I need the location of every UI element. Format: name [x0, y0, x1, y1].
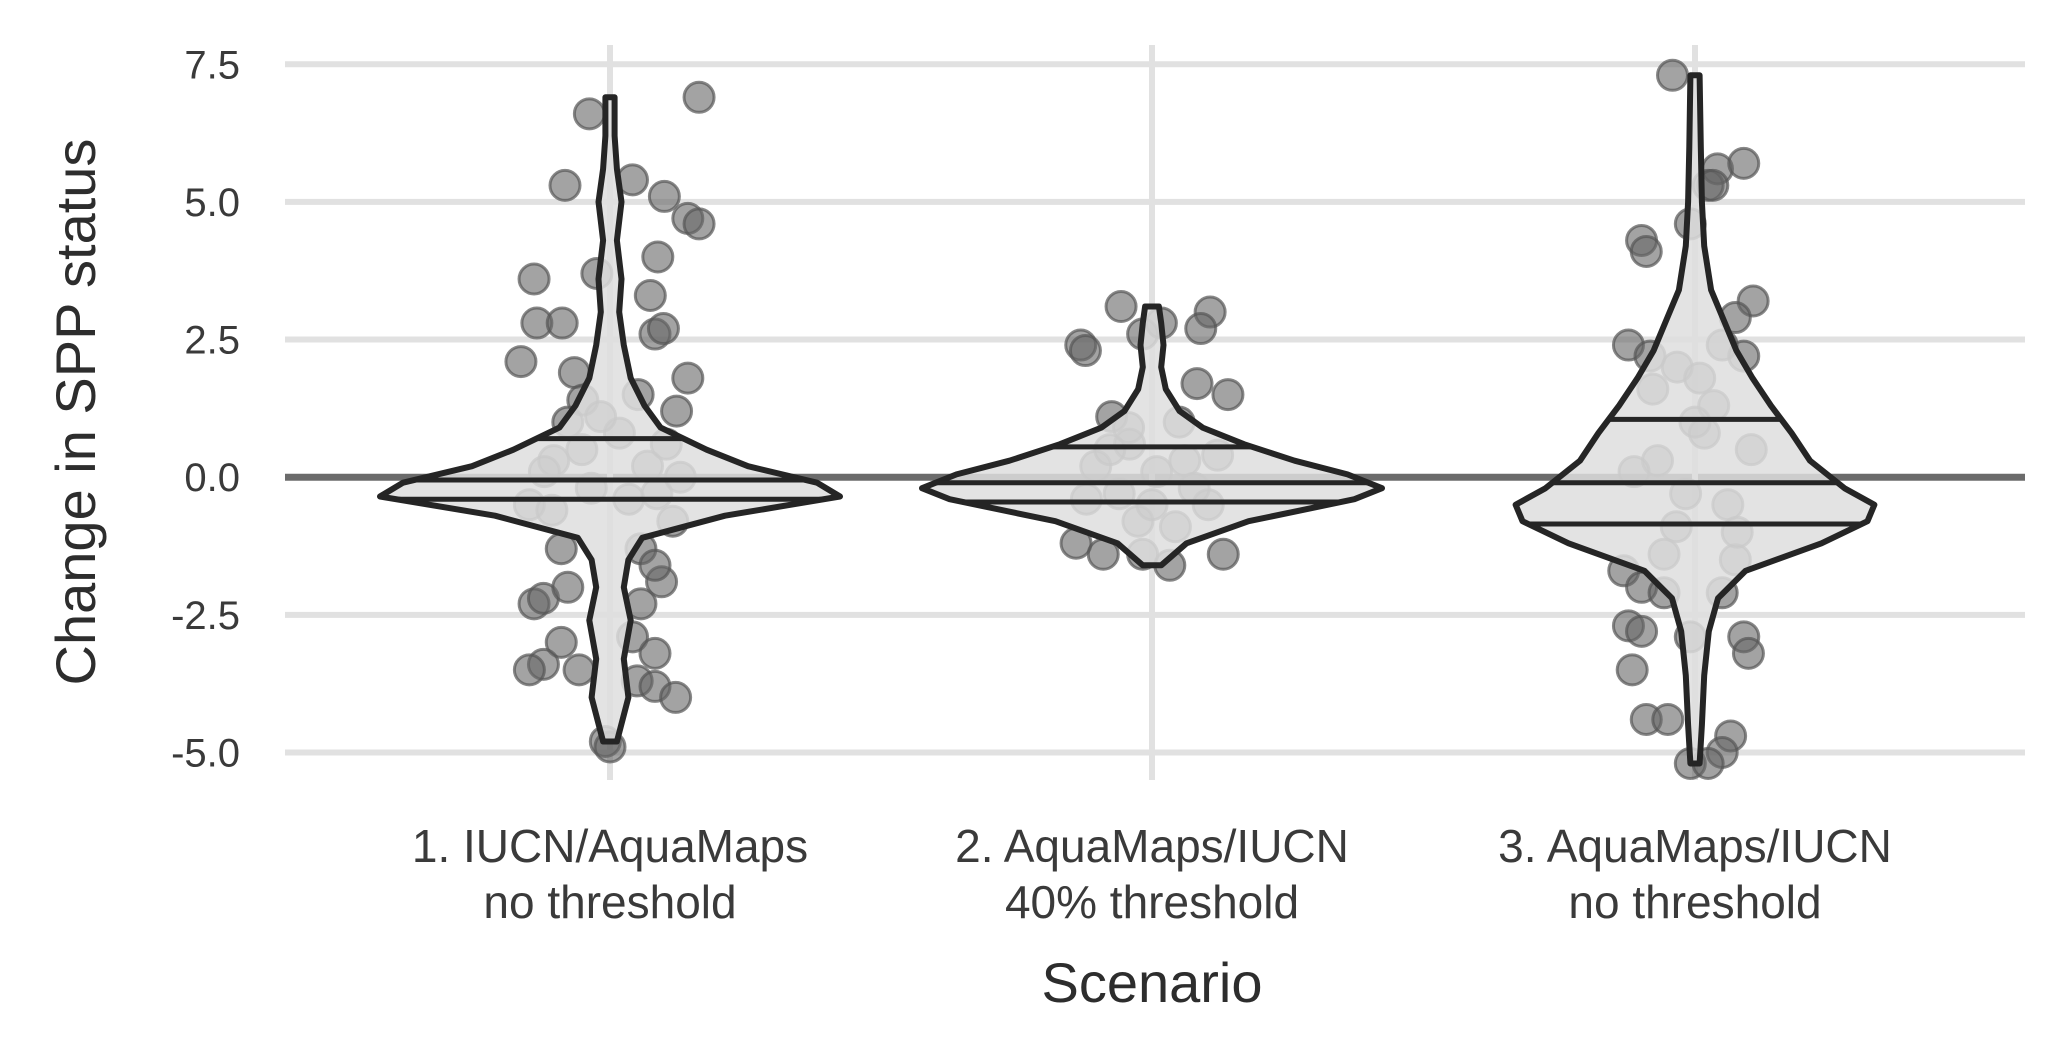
data-point	[638, 636, 672, 670]
data-point	[551, 570, 585, 604]
data-point	[545, 306, 579, 340]
data-point	[562, 653, 596, 687]
data-point	[1615, 653, 1649, 687]
data-point	[1629, 234, 1663, 268]
y-tick-labels: 7.5 5.0 2.5 0.0 -2.5 -5.0	[171, 43, 240, 775]
data-point	[633, 279, 667, 313]
x-tick-label: 2. AquaMaps/IUCN	[955, 820, 1349, 872]
data-point	[544, 625, 578, 659]
x-tick-label: no threshold	[1568, 876, 1821, 928]
data-point	[1651, 702, 1685, 736]
violin-shape	[377, 94, 843, 745]
x-tick-label: 40% threshold	[1005, 876, 1299, 928]
y-tick-label: 2.5	[184, 319, 240, 363]
data-point	[1656, 58, 1689, 92]
data-point	[1206, 537, 1240, 571]
x-tick-label: 3. AquaMaps/IUCN	[1498, 820, 1892, 872]
data-point	[1211, 378, 1245, 412]
y-tick-label: -5.0	[171, 731, 240, 775]
data-point	[647, 179, 681, 213]
x-tick-label: no threshold	[483, 876, 736, 928]
data-point	[682, 207, 716, 241]
data-point	[512, 653, 546, 687]
data-point	[517, 262, 551, 296]
data-point	[572, 97, 606, 131]
data-point	[1731, 636, 1765, 670]
data-point	[671, 361, 705, 395]
data-point	[1180, 367, 1214, 401]
data-point	[646, 312, 680, 346]
x-tick-label: 1. IUCN/AquaMaps	[412, 820, 808, 872]
data-point	[1068, 334, 1102, 368]
data-point	[1727, 146, 1761, 180]
data-point	[638, 548, 672, 582]
y-tick-label: 7.5	[184, 43, 240, 87]
y-axis-title: Change in SPP status	[44, 139, 107, 686]
violins	[377, 72, 1878, 767]
x-axis-title: Scenario	[1041, 951, 1262, 1014]
y-tick-label: -2.5	[171, 594, 240, 638]
violin-shape	[919, 303, 1385, 569]
data-point	[660, 394, 694, 428]
data-point	[641, 240, 675, 274]
data-point	[1184, 312, 1218, 346]
data-point	[504, 345, 538, 379]
y-tick-label: 0.0	[184, 456, 240, 500]
data-point	[1104, 290, 1138, 324]
data-point	[682, 80, 716, 114]
data-point	[1625, 614, 1659, 648]
data-point	[659, 680, 693, 714]
data-point	[548, 168, 582, 202]
y-tick-label: 5.0	[184, 181, 240, 225]
